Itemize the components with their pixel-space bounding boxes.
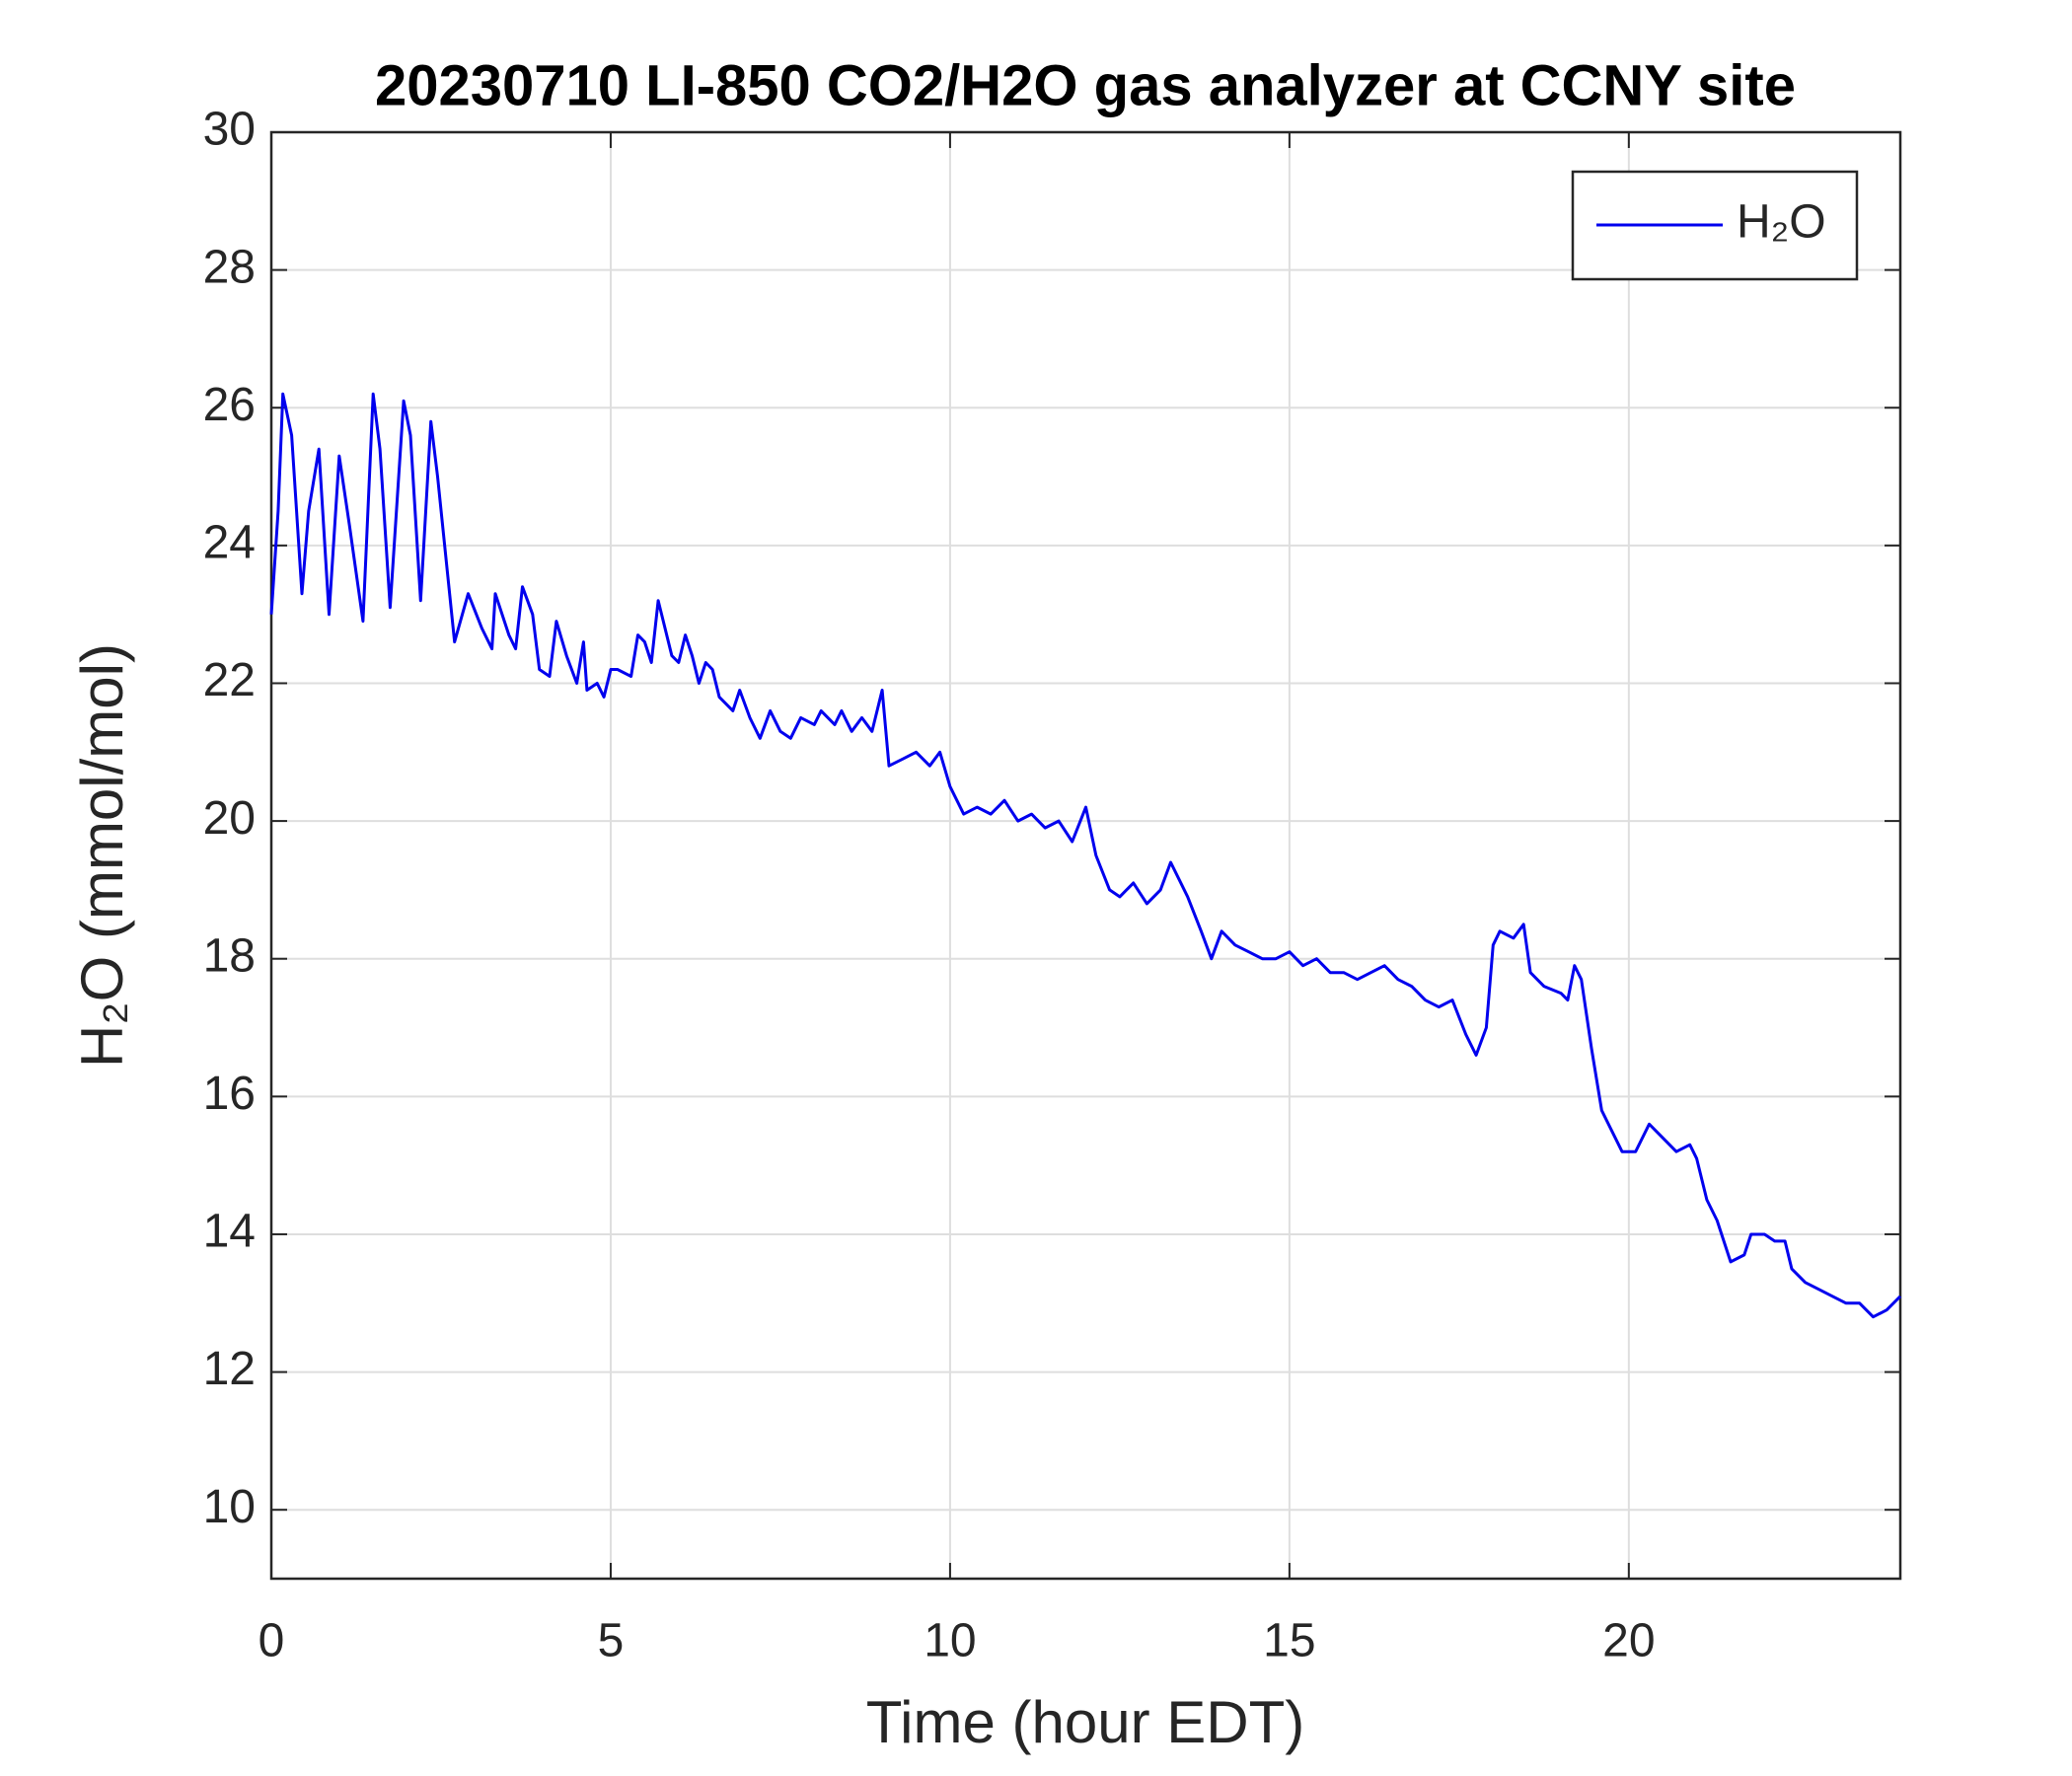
x-tick-label: 0 bbox=[259, 1615, 285, 1667]
y-tick-label: 18 bbox=[203, 929, 256, 982]
data-line bbox=[269, 392, 1902, 1319]
y-tick-label: 26 bbox=[203, 379, 256, 431]
x-tick-label: 20 bbox=[1602, 1615, 1655, 1667]
plot-frame bbox=[269, 130, 1902, 1581]
y-tick-label: 14 bbox=[203, 1206, 256, 1258]
y-tick-label: 20 bbox=[203, 792, 256, 845]
y-axis-label: H₂O (mmol/mol) bbox=[69, 643, 135, 1068]
y-tick-label: 16 bbox=[203, 1068, 256, 1120]
y-tick-label: 22 bbox=[203, 654, 256, 706]
chart-title: 20230710 LI-850 CO2/H2O gas analyzer at … bbox=[375, 53, 1796, 117]
y-tick-label: 12 bbox=[203, 1343, 256, 1395]
y-tick-label: 10 bbox=[203, 1481, 256, 1533]
x-axis-label: Time (hour EDT) bbox=[866, 1689, 1305, 1755]
x-tick-label: 15 bbox=[1263, 1615, 1315, 1667]
x-tick-label: 5 bbox=[598, 1615, 625, 1667]
x-tick-label: 10 bbox=[924, 1615, 976, 1667]
y-tick-label: 24 bbox=[203, 517, 256, 569]
y-tick-label: 30 bbox=[203, 104, 256, 156]
legend-label: H₂O bbox=[1737, 196, 1826, 249]
y-tick-label: 28 bbox=[203, 241, 256, 293]
